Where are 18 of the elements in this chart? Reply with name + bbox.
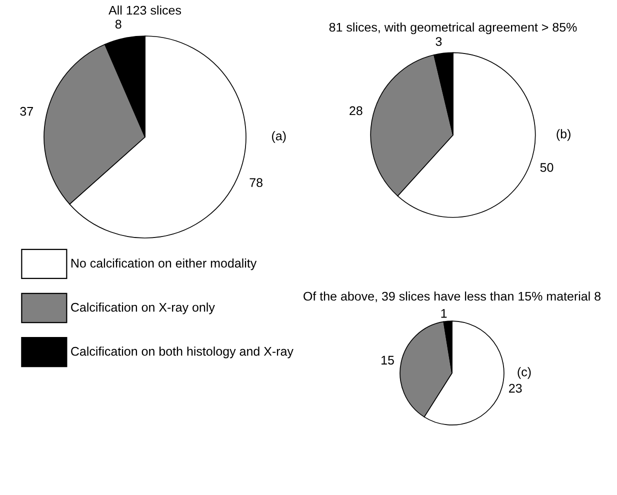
- chart-title: Of the above, 39 slices have less than 15% material 8: [304, 291, 601, 302]
- legend-label: Calcification on both histology and X-ray: [71, 346, 294, 358]
- text: (c): [518, 367, 531, 379]
- text: (a): [272, 131, 286, 143]
- data-label: 28: [350, 106, 362, 116]
- text: (b): [556, 129, 570, 141]
- data-label: 78: [250, 178, 262, 188]
- chart-title: All 123 slices: [108, 5, 182, 15]
- data-label: 1: [441, 309, 447, 318]
- data-label: 23: [509, 384, 522, 393]
- data-label: 8: [115, 20, 122, 29]
- data-label: 37: [20, 106, 33, 116]
- data-label: 3: [436, 37, 442, 46]
- legend-label: No calcification on either modality: [71, 258, 257, 270]
- data-label: 15: [382, 356, 394, 365]
- data-label: 50: [540, 163, 554, 172]
- legend-label: Calcification on X-ray only: [71, 302, 215, 314]
- chart-title: 81 slices, with geometrical agreement > 85%: [329, 22, 577, 34]
